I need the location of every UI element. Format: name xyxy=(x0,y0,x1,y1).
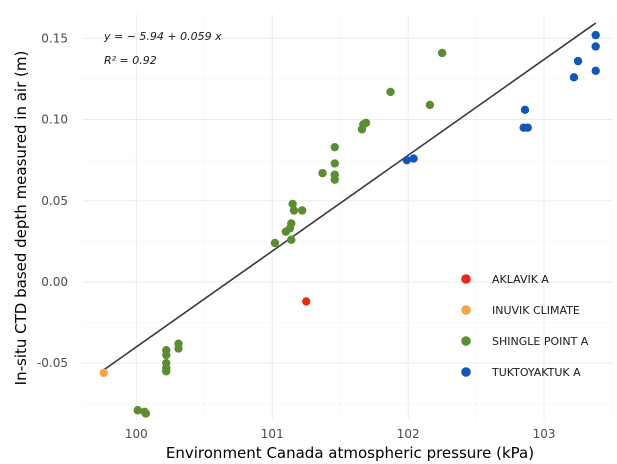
data-point-shingle-point-a xyxy=(437,48,447,58)
data-point-tuktoyaktuk-a xyxy=(591,66,600,76)
grid-lines xyxy=(82,14,613,420)
data-point-shingle-point-a xyxy=(287,219,296,228)
x-tick-label: 100 xyxy=(125,427,148,441)
data-point-tuktoyaktuk-a xyxy=(573,56,583,66)
x-axis-title: Environment Canada atmospheric pressure … xyxy=(166,444,534,462)
data-point-shingle-point-a xyxy=(287,235,296,244)
r-squared-label: R² = 0.92 xyxy=(104,54,157,67)
data-point-tuktoyaktuk-a xyxy=(591,42,600,51)
y-tick-label: 0.05 xyxy=(41,194,68,208)
y-axis-title: In-situ CTD based depth measured in air … xyxy=(12,51,30,386)
regression-line-group xyxy=(103,22,597,371)
regression-annotation: y = − 5.94 + 0.059 x R² = 0.92 xyxy=(103,30,222,67)
x-tick-label: 101 xyxy=(261,427,284,441)
legend-key-inuvik-climate xyxy=(461,305,471,315)
y-tick-label: 0.15 xyxy=(41,31,68,45)
data-point-shingle-point-a xyxy=(330,159,339,168)
data-point-aklavik-a xyxy=(302,297,311,306)
data-points xyxy=(99,30,600,418)
y-tick-label: -0.05 xyxy=(37,356,68,370)
legend-key-shingle-point-a xyxy=(461,336,471,346)
data-point-shingle-point-a xyxy=(361,118,371,128)
legend-key-aklavik-a xyxy=(461,274,471,284)
data-point-inuvik-climate xyxy=(99,368,108,378)
data-point-tuktoyaktuk-a xyxy=(591,30,600,40)
y-tick-label: 0.00 xyxy=(41,275,68,289)
data-point-shingle-point-a xyxy=(288,199,297,209)
legend-label-aklavik-a: AKLAVIK A xyxy=(492,273,549,286)
data-point-shingle-point-a xyxy=(141,409,151,418)
data-point-shingle-point-a xyxy=(425,100,435,110)
data-point-tuktoyaktuk-a xyxy=(402,155,411,165)
data-point-shingle-point-a xyxy=(330,170,339,179)
legend-label-inuvik-climate: INUVIK CLIMATE xyxy=(492,304,580,317)
data-point-tuktoyaktuk-a xyxy=(520,105,530,115)
legend: AKLAVIK A INUVIK CLIMATE SHINGLE POINT A TU… xyxy=(461,273,589,379)
data-point-shingle-point-a xyxy=(133,406,142,415)
legend-label-shingle-point-a: SHINGLE POINT A xyxy=(492,335,589,348)
legend-label-tuktoyaktuk-a: TUKTOYAKTUK A xyxy=(491,366,581,379)
y-tick-label: 0.10 xyxy=(41,113,68,127)
legend-key-tuktoyaktuk-a xyxy=(461,367,471,377)
data-point-shingle-point-a xyxy=(289,206,299,215)
data-point-shingle-point-a xyxy=(386,87,395,97)
data-point-shingle-point-a xyxy=(174,344,183,353)
data-point-shingle-point-a xyxy=(330,142,339,152)
data-point-tuktoyaktuk-a xyxy=(523,123,532,132)
tick-labels: 100 101 102 103 -0.05 0.00 0.05 0.10 0.15 xyxy=(37,31,556,441)
x-tick-label: 102 xyxy=(397,427,420,441)
regression-equation: y = − 5.94 + 0.059 x xyxy=(103,30,222,43)
data-point-shingle-point-a xyxy=(297,206,307,215)
x-tick-label: 103 xyxy=(533,427,556,441)
data-point-shingle-point-a xyxy=(162,367,171,376)
data-point-shingle-point-a xyxy=(318,168,327,178)
data-point-shingle-point-a xyxy=(162,350,171,360)
data-point-tuktoyaktuk-a xyxy=(569,73,579,82)
data-point-shingle-point-a xyxy=(270,238,280,248)
regression-line xyxy=(103,22,597,371)
data-point-tuktoyaktuk-a xyxy=(409,154,418,163)
